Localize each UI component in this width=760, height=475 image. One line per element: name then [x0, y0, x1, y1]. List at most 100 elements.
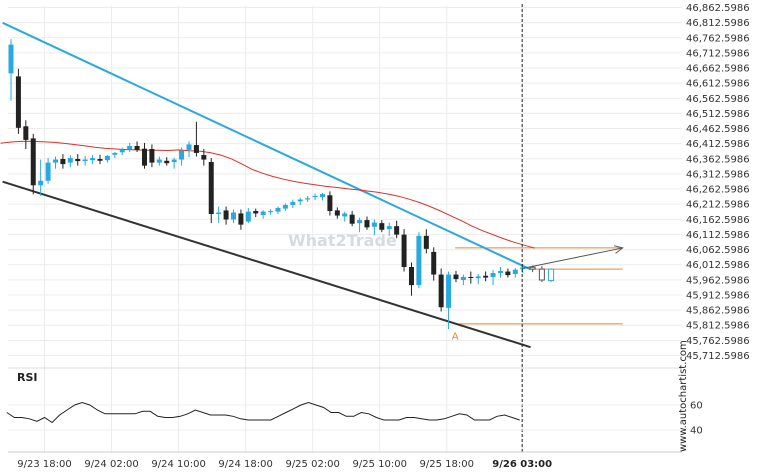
y-tick-label: 46,362.5986: [686, 154, 750, 165]
candle-body: [401, 234, 407, 267]
candle: [364, 216, 370, 230]
candle: [394, 220, 400, 239]
x-tick-label: 9/24 02:00: [84, 459, 138, 470]
y-tick-label: 46,762.5986: [686, 33, 750, 44]
candle: [319, 192, 325, 201]
candle: [23, 120, 29, 149]
y-tick-label: 46,112.5986: [686, 230, 750, 241]
candle: [45, 158, 51, 184]
x-tick-label: 9/25 10:00: [352, 459, 406, 470]
candle-body: [23, 126, 29, 140]
candle: [60, 154, 66, 169]
y-tick-label: 46,312.5986: [686, 169, 750, 180]
candle-body: [186, 144, 192, 150]
candle: [223, 206, 229, 225]
candle-body: [223, 210, 229, 220]
y-tick-label: 46,412.5986: [686, 139, 750, 150]
projection-candle-body: [548, 268, 555, 282]
candle-body: [52, 159, 58, 163]
candle-body: [201, 155, 207, 160]
candle-body: [179, 150, 185, 160]
candle-body: [156, 159, 162, 163]
candle: [97, 154, 103, 165]
x-tick-label: 9/24 18:00: [218, 459, 272, 470]
y-tick-label: 46,712.5986: [686, 48, 750, 59]
x-tick-label: 9/25 18:00: [420, 459, 474, 470]
candle: [245, 207, 251, 224]
rsi-panel: 60 40 RSI: [6, 367, 703, 453]
projection-candle-body: [538, 268, 545, 281]
candle: [438, 268, 444, 312]
candle-body: [505, 271, 511, 276]
candle: [134, 141, 140, 153]
candle: [446, 271, 452, 330]
y-tick-label: 46,862.5986: [686, 3, 750, 14]
candle-body: [460, 276, 466, 281]
candle-body: [67, 158, 73, 163]
candle: [149, 144, 155, 168]
candle-body: [238, 213, 244, 225]
candle: [8, 39, 14, 101]
candle: [408, 262, 414, 296]
candle: [201, 148, 207, 166]
candle: [423, 229, 429, 254]
candle: [312, 193, 318, 201]
candle-body: [8, 44, 14, 74]
candle-body: [312, 195, 318, 198]
y-tick-label: 46,562.5986: [686, 94, 750, 105]
candle-body: [149, 148, 155, 163]
candle: [334, 207, 340, 219]
candle: [156, 156, 162, 166]
candle-body: [475, 276, 481, 279]
candle-body: [216, 212, 222, 215]
candle: [52, 156, 58, 169]
candle-body: [90, 158, 96, 161]
y-tick-label: 46,512.5986: [686, 109, 750, 120]
candle-body: [253, 211, 259, 214]
rsi-line: [6, 401, 520, 424]
candle-body: [438, 274, 444, 308]
candle-body: [386, 226, 392, 230]
candle: [349, 211, 355, 227]
y-tick-label: 45,912.5986: [686, 290, 750, 301]
forecast-arrow-head: [613, 245, 624, 254]
candle-body: [30, 138, 36, 186]
candle: [327, 191, 333, 216]
candle-body: [245, 211, 251, 222]
candle-body: [282, 204, 288, 209]
forecast-arrow: [522, 245, 624, 269]
candle: [297, 197, 303, 205]
pattern-point-label: A: [452, 331, 459, 342]
candle-body: [193, 145, 199, 153]
y-tick-label: 46,662.5986: [686, 64, 750, 75]
candle-body: [305, 198, 311, 200]
moving-average: [0, 140, 535, 249]
y-axis-labels: 46,862.5986 46,812.5986 46,762.5986 46,712.…: [686, 3, 750, 362]
candle-body: [75, 158, 81, 162]
candle-body: [134, 145, 140, 150]
candle-body: [60, 158, 66, 165]
candle: [416, 232, 422, 289]
candle-body: [275, 207, 281, 212]
candle: [275, 206, 281, 215]
y-tick-label: 45,762.5986: [686, 336, 750, 347]
candle: [179, 147, 185, 166]
candle: [104, 155, 110, 163]
candle: [75, 154, 81, 166]
candle: [238, 209, 244, 230]
candle: [208, 158, 214, 224]
projection-candle: [538, 266, 545, 283]
rsi-tick-label: 40: [690, 426, 703, 437]
moving-average-line: [0, 140, 535, 249]
candle: [164, 157, 170, 166]
candle: [282, 203, 288, 212]
candle: [82, 155, 88, 166]
y-tick-label: 46,162.5986: [686, 215, 750, 226]
candle: [357, 217, 363, 233]
candle-body: [15, 76, 21, 128]
candle-body: [394, 226, 400, 235]
channel-lines: [2, 21, 531, 349]
candle: [490, 270, 496, 286]
candle-body: [364, 220, 370, 228]
candle: [483, 271, 489, 282]
